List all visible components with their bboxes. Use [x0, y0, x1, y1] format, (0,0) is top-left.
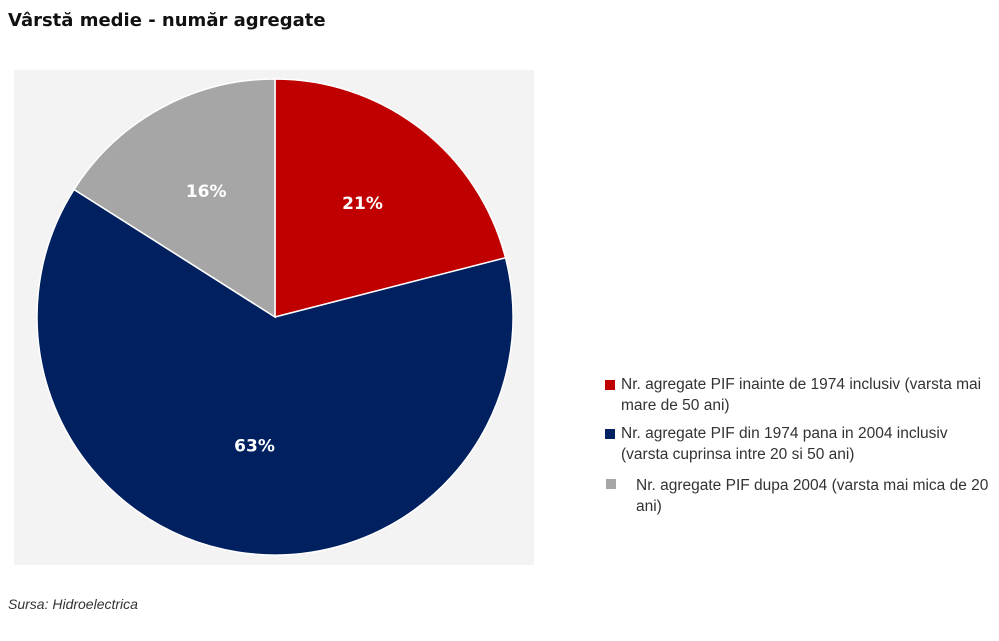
source-note: Sursa: Hidroelectrica — [8, 596, 138, 612]
legend-swatch-after-2004 — [606, 479, 616, 489]
legend-item-after-2004: Nr. agregate PIF dupa 2004 (varsta mai m… — [603, 475, 993, 517]
data-label-before-1974: 21% — [342, 194, 383, 214]
pie-slice-after-2004 — [73, 78, 276, 319]
legend-item-before-1974: Nr. agregate PIF inainte de 1974 inclusi… — [603, 374, 993, 416]
legend-label-1974-2004: Nr. agregate PIF din 1974 pana in 2004 i… — [621, 425, 948, 463]
pie-slice-1974-2004 — [36, 188, 514, 556]
legend-swatch-before-1974 — [605, 380, 615, 390]
legend-swatch-1974-2004 — [605, 429, 615, 439]
legend-label-after-2004: Nr. agregate PIF dupa 2004 (varsta mai m… — [636, 477, 989, 515]
pie-plot-area: 21% 63% 16% — [14, 70, 534, 565]
data-label-1974-2004: 63% — [234, 436, 275, 456]
chart-title: Vârstă medie - număr agregate — [8, 10, 326, 31]
legend-item-1974-2004: Nr. agregate PIF din 1974 pana in 2004 i… — [603, 423, 993, 465]
pie-slice-before-1974 — [274, 78, 507, 318]
data-label-after-2004: 16% — [186, 182, 227, 202]
pie-chart: 21% 63% 16% — [36, 78, 514, 556]
legend-label-before-1974: Nr. agregate PIF inainte de 1974 inclusi… — [621, 376, 982, 414]
legend: Nr. agregate PIF inainte de 1974 inclusi… — [603, 374, 993, 524]
